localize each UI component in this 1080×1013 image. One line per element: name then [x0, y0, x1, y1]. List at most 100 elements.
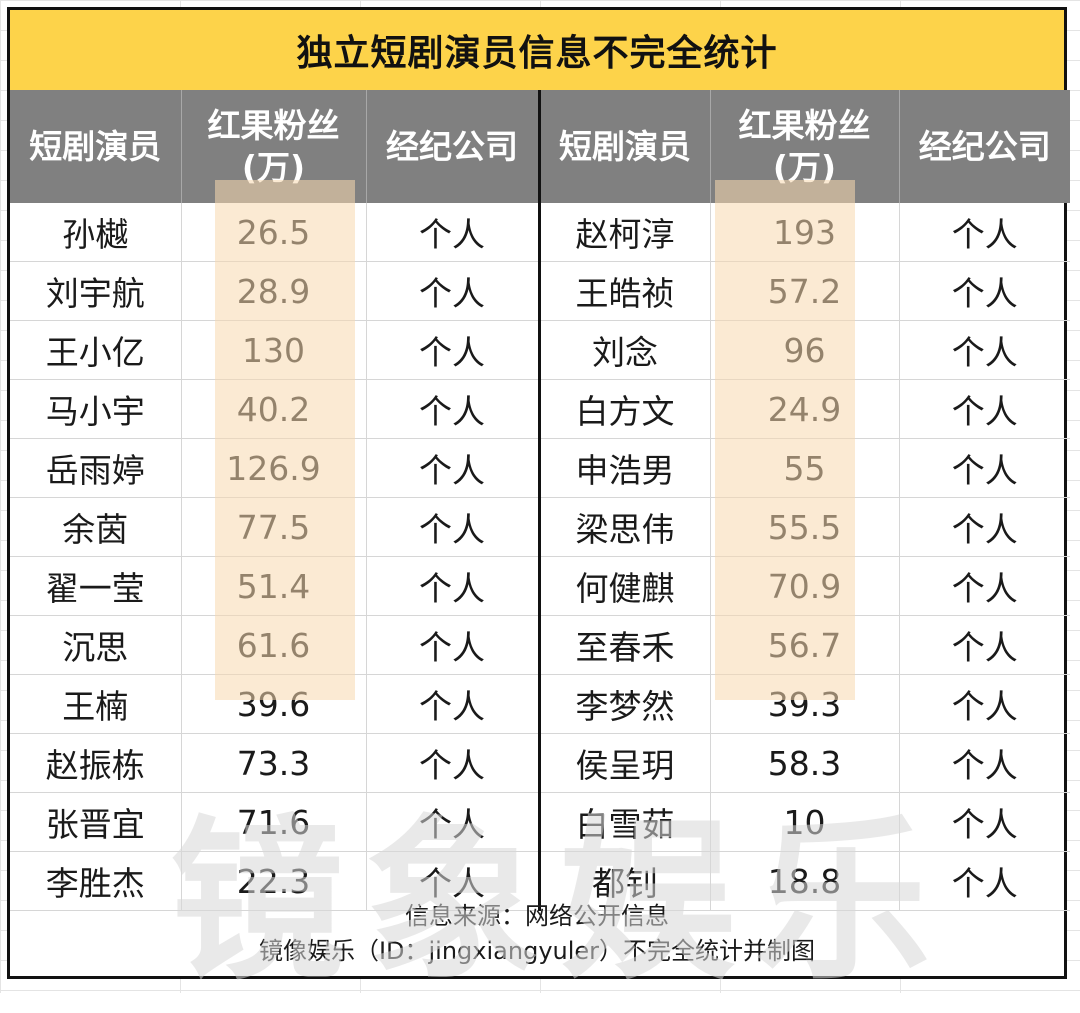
agency-cell: 个人	[899, 320, 1070, 380]
actor-name-cell: 梁思伟	[539, 497, 711, 557]
fans-cell: 28.9	[181, 261, 367, 321]
fans-cell: 55.5	[710, 497, 900, 557]
actor-name-cell: 侯呈玥	[539, 733, 711, 793]
actor-name-cell: 赵柯淳	[539, 203, 711, 262]
table-row: 王楠 39.6 个人 李梦然 39.3 个人	[10, 674, 1070, 734]
actor-name-cell: 李胜杰	[10, 851, 182, 911]
actor-name-cell: 赵振栋	[10, 733, 182, 793]
actor-name-cell: 翟一莹	[10, 556, 182, 616]
credit-note: 镜像娱乐（ID：jingxiangyuler）不完全统计并制图	[258, 937, 816, 965]
actor-name-cell: 至春禾	[539, 615, 711, 675]
actor-name-cell: 王小亿	[10, 320, 182, 380]
agency-cell: 个人	[366, 556, 541, 616]
actor-name-cell: 都钊	[539, 851, 711, 911]
fans-cell: 55	[710, 438, 900, 498]
fans-cell: 73.3	[181, 733, 367, 793]
fans-cell: 126.9	[181, 438, 367, 498]
agency-cell: 个人	[899, 615, 1070, 675]
header-fans: 红果粉丝 (万)	[181, 90, 367, 203]
agency-cell: 个人	[899, 261, 1070, 321]
actor-name-cell: 申浩男	[539, 438, 711, 498]
actor-name-cell: 沉思	[10, 615, 182, 675]
actor-name-cell: 张晋宜	[10, 792, 182, 852]
header-actor: 短剧演员	[10, 90, 182, 203]
table-body: 孙樾 26.5 个人 赵柯淳 193 个人 刘宇航 28.9 个人 王皓祯 57.2 个人 王小亿 130…	[10, 203, 1070, 911]
agency-cell: 个人	[899, 792, 1070, 852]
agency-cell: 个人	[899, 556, 1070, 616]
fans-cell: 26.5	[181, 203, 367, 262]
table-row: 赵振栋 73.3 个人 侯呈玥 58.3 个人	[10, 733, 1070, 793]
agency-cell: 个人	[366, 320, 541, 380]
agency-cell: 个人	[366, 851, 541, 911]
agency-cell: 个人	[899, 733, 1070, 793]
actor-name-cell: 何健麒	[539, 556, 711, 616]
agency-cell: 个人	[366, 261, 541, 321]
actor-name-cell: 岳雨婷	[10, 438, 182, 498]
fans-cell: 58.3	[710, 733, 900, 793]
header-fans-unit: (万)	[241, 147, 306, 187]
header-fans-line1: 红果粉丝	[738, 106, 871, 146]
table-row: 刘宇航 28.9 个人 王皓祯 57.2 个人	[10, 261, 1070, 321]
fans-cell: 193	[710, 203, 900, 262]
agency-cell: 个人	[366, 203, 541, 262]
agency-cell: 个人	[899, 379, 1070, 439]
agency-cell: 个人	[366, 379, 541, 439]
fans-cell: 10	[710, 792, 900, 852]
agency-cell: 个人	[899, 497, 1070, 557]
actor-name-cell: 刘宇航	[10, 261, 182, 321]
actor-name-cell: 王楠	[10, 674, 182, 734]
actor-name-cell: 白雪茹	[539, 792, 711, 852]
table-row: 张晋宜 71.6 个人 白雪茹 10 个人	[10, 792, 1070, 852]
fans-cell: 71.6	[181, 792, 367, 852]
actor-name-cell: 刘念	[539, 320, 711, 380]
fans-cell: 57.2	[710, 261, 900, 321]
agency-cell: 个人	[366, 733, 541, 793]
table-footer: 信息来源：网络公开信息 镜像娱乐（ID：jingxiangyuler）不完全统计…	[10, 892, 1064, 976]
header-agency: 经纪公司	[899, 90, 1070, 203]
fans-cell: 130	[181, 320, 367, 380]
fans-cell: 40.2	[181, 379, 367, 439]
agency-cell: 个人	[366, 792, 541, 852]
actor-name-cell: 余茵	[10, 497, 182, 557]
table-row: 翟一莹 51.4 个人 何健麒 70.9 个人	[10, 556, 1070, 616]
table-row: 马小宇 40.2 个人 白方文 24.9 个人	[10, 379, 1070, 439]
table-title: 独立短剧演员信息不完全统计	[10, 10, 1064, 90]
actor-name-cell: 白方文	[539, 379, 711, 439]
fans-cell: 56.7	[710, 615, 900, 675]
agency-cell: 个人	[366, 497, 541, 557]
fans-cell: 77.5	[181, 497, 367, 557]
table-row: 岳雨婷 126.9 个人 申浩男 55 个人	[10, 438, 1070, 498]
agency-cell: 个人	[366, 615, 541, 675]
table-row: 沉思 61.6 个人 至春禾 56.7 个人	[10, 615, 1070, 675]
agency-cell: 个人	[899, 203, 1070, 262]
source-note: 信息来源：网络公开信息	[405, 902, 669, 931]
header-fans-unit: (万)	[772, 147, 837, 187]
actor-name-cell: 马小宇	[10, 379, 182, 439]
fans-cell: 51.4	[181, 556, 367, 616]
fans-cell: 18.8	[710, 851, 900, 911]
table-row: 王小亿 130 个人 刘念 96 个人	[10, 320, 1070, 380]
fans-cell: 39.6	[181, 674, 367, 734]
header-fans-line1: 红果粉丝	[207, 106, 340, 146]
agency-cell: 个人	[899, 851, 1070, 911]
agency-cell: 个人	[899, 674, 1070, 734]
fans-cell: 22.3	[181, 851, 367, 911]
table-row: 李胜杰 22.3 个人 都钊 18.8 个人	[10, 851, 1070, 911]
agency-cell: 个人	[366, 438, 541, 498]
actor-name-cell: 李梦然	[539, 674, 711, 734]
fans-cell: 24.9	[710, 379, 900, 439]
table-row: 孙樾 26.5 个人 赵柯淳 193 个人	[10, 203, 1070, 262]
header-fans: 红果粉丝 (万)	[710, 90, 900, 203]
header-row: 短剧演员 红果粉丝 (万) 经纪公司 短剧演员 红果粉丝 (万) 经纪公司	[10, 90, 1070, 203]
actor-name-cell: 孙樾	[10, 203, 182, 262]
stats-table-card: 独立短剧演员信息不完全统计 短剧演员 红果粉丝 (万) 经纪公司 短剧演员 红果粉…	[7, 7, 1070, 979]
agency-cell: 个人	[899, 438, 1070, 498]
fans-cell: 61.6	[181, 615, 367, 675]
actor-name-cell: 王皓祯	[539, 261, 711, 321]
table-row: 余茵 77.5 个人 梁思伟 55.5 个人	[10, 497, 1070, 557]
fans-cell: 70.9	[710, 556, 900, 616]
agency-cell: 个人	[366, 674, 541, 734]
header-agency: 经纪公司	[366, 90, 541, 203]
fans-cell: 39.3	[710, 674, 900, 734]
fans-cell: 96	[710, 320, 900, 380]
